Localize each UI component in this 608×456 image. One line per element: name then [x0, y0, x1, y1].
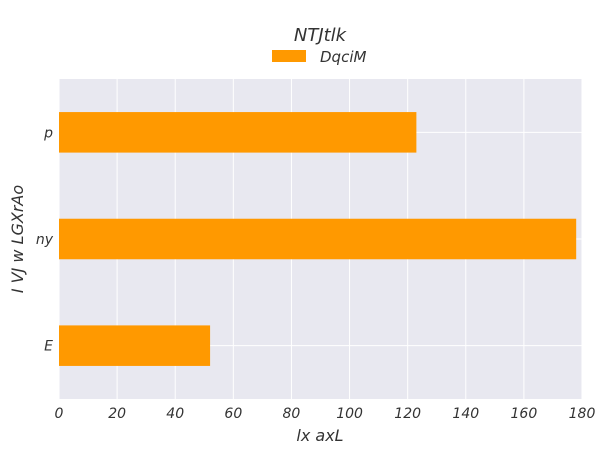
- bar-E: [59, 325, 211, 366]
- x-axis-label: lx axL: [296, 426, 343, 445]
- y-tick-label: p: [43, 125, 53, 141]
- bar-ny: [59, 218, 577, 260]
- x-tick-label: 80: [283, 406, 301, 422]
- x-tick-label: 100: [336, 406, 363, 422]
- x-tick-label: 0: [55, 406, 64, 422]
- bars: [59, 112, 577, 366]
- x-tick-label: 160: [511, 406, 538, 422]
- x-tick-label: 20: [108, 406, 126, 422]
- x-axis-ticks: 0 20 40 60 80 100 120 140 160 180: [55, 406, 596, 422]
- x-tick-label: 180: [569, 406, 596, 422]
- legend-swatch: [272, 50, 306, 62]
- chart-title: NTJtlk: [294, 25, 348, 46]
- y-tick-label: ny: [36, 232, 54, 248]
- x-tick-label: 140: [452, 406, 479, 422]
- x-tick-label: 40: [166, 406, 184, 422]
- y-axis-ticks: p ny E: [36, 125, 54, 354]
- bar-p: [59, 112, 417, 153]
- legend: DqciM: [272, 48, 366, 66]
- x-tick-label: 120: [394, 406, 421, 422]
- y-axis-label: I VJ w LGXrAo: [8, 185, 27, 294]
- legend-label: DqciM: [320, 48, 366, 66]
- x-tick-label: 60: [224, 406, 242, 422]
- y-tick-label: E: [44, 339, 53, 355]
